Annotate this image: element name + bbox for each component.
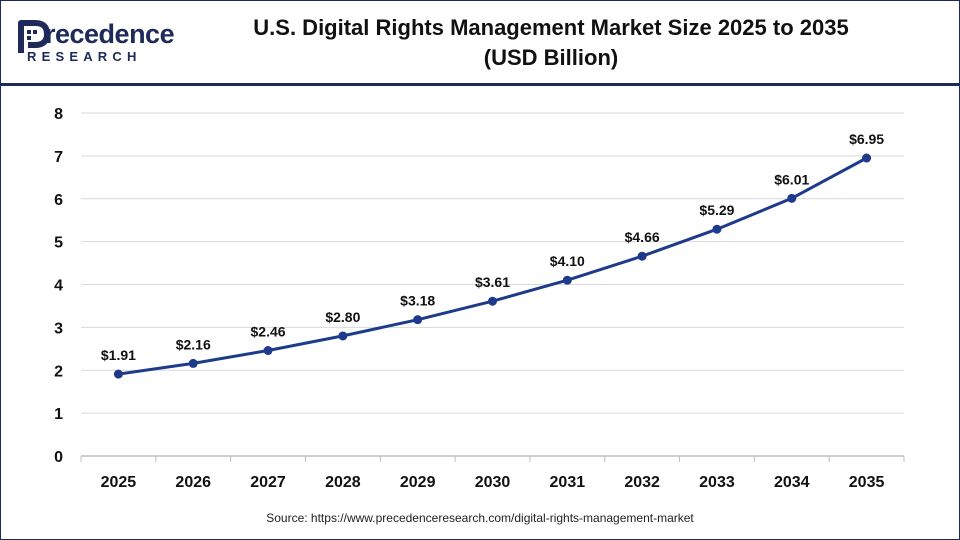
y-tick-label: 4 <box>54 278 63 295</box>
brand-logo: recedence RESEARCH <box>15 11 175 71</box>
chart-title: U.S. Digital Rights Management Market Si… <box>191 13 911 73</box>
data-point <box>562 275 572 285</box>
x-tick-label: 2033 <box>699 474 735 491</box>
axes: 0 1 2 3 4 5 6 7 8 2025 2026 2027 2028 2029 2030 2031 203… <box>54 106 905 491</box>
data-label: $2.46 <box>251 324 286 340</box>
data-label: $5.29 <box>699 202 734 218</box>
data-point <box>263 346 273 356</box>
series-line-layer <box>118 156 868 376</box>
header-divider <box>1 83 959 86</box>
data-point <box>113 369 123 379</box>
data-point <box>338 331 348 341</box>
data-label: $2.16 <box>176 336 211 352</box>
data-point <box>488 296 497 306</box>
data-label: $1.91 <box>101 347 136 363</box>
x-tick-label: 2030 <box>475 474 511 491</box>
logo-p-mark-icon <box>18 20 50 53</box>
data-label: $2.80 <box>325 309 360 325</box>
chart-title-line-1: U.S. Digital Rights Management Market Si… <box>253 15 849 40</box>
data-point <box>712 224 722 234</box>
x-tick-label: 2025 <box>101 474 137 491</box>
x-tick-label: 2026 <box>175 474 211 491</box>
data-points <box>113 153 872 379</box>
data-label: $4.10 <box>550 253 585 269</box>
y-tick-label: 6 <box>54 192 63 209</box>
line-chart: 0 1 2 3 4 5 6 7 8 2025 2026 2027 2028 2029 2030 2031 203… <box>54 106 905 491</box>
y-tick-label: 3 <box>54 320 63 337</box>
data-labels: $1.91 $2.16 $2.46 $2.80 $3.18 $3.61 $4.10 $4.66… <box>101 131 884 363</box>
x-tick-label: 2032 <box>624 474 660 491</box>
data-point <box>188 358 198 368</box>
data-label: $3.18 <box>400 293 435 309</box>
x-tick-label: 2029 <box>400 474 436 491</box>
x-tick-label: 2031 <box>550 474 586 491</box>
data-point <box>787 193 797 203</box>
y-tick-label: 2 <box>54 363 63 380</box>
header: recedence RESEARCH U.S. Digital Rights M… <box>1 1 959 83</box>
y-tick-label: 0 <box>54 449 63 466</box>
chart-title-line-2: (USD Billion) <box>483 45 619 70</box>
logo-wordmark: recedence <box>45 19 175 49</box>
y-tick-label: 1 <box>54 406 63 423</box>
data-point <box>413 315 423 325</box>
data-label: $4.66 <box>625 229 660 245</box>
data-point <box>862 153 872 163</box>
y-tick-label: 5 <box>54 235 63 252</box>
x-tick-label: 2027 <box>250 474 286 491</box>
x-tick-label: 2034 <box>774 474 810 491</box>
logo-subtitle: RESEARCH <box>27 49 142 64</box>
data-label: $6.95 <box>849 131 884 147</box>
y-tick-label: 7 <box>54 149 63 166</box>
data-label: $3.61 <box>475 274 510 290</box>
data-label: $6.01 <box>774 171 809 187</box>
x-tick-label: 2028 <box>325 474 361 491</box>
data-point <box>637 251 647 261</box>
grid-lines <box>81 112 904 414</box>
source-note: Source: https://www.precedenceresearch.c… <box>266 511 694 525</box>
y-tick-label: 8 <box>54 106 63 123</box>
series-line <box>118 156 868 376</box>
x-tick-label: 2035 <box>849 474 885 491</box>
